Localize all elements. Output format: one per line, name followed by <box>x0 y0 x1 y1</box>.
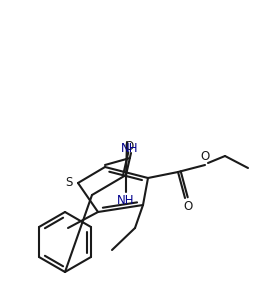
Text: NH: NH <box>117 194 135 206</box>
Text: O: O <box>183 200 193 212</box>
Text: S: S <box>65 176 73 190</box>
Text: O: O <box>124 140 133 152</box>
Text: NH: NH <box>121 142 139 154</box>
Text: O: O <box>200 151 210 164</box>
